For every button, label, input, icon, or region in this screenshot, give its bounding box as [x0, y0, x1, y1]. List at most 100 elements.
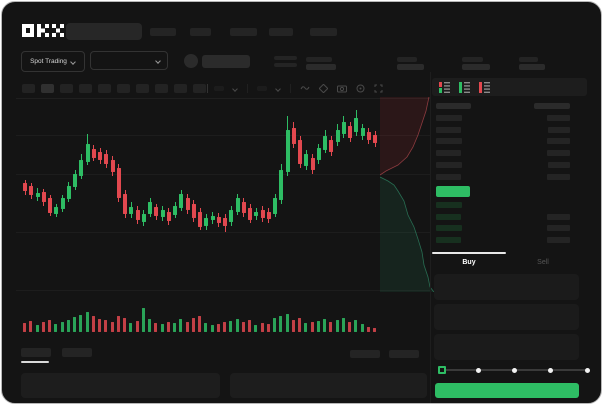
volume-bar	[323, 319, 326, 332]
slider-stop[interactable]	[475, 367, 481, 373]
ask-amount-placeholder[interactable]	[548, 126, 570, 133]
slider-stop[interactable]	[584, 367, 590, 373]
candle	[79, 160, 84, 176]
volume-bar	[166, 322, 170, 332]
ask-price-placeholder[interactable]	[436, 126, 461, 133]
ask-amount-placeholder[interactable]	[547, 173, 570, 180]
camera-icon[interactable]	[337, 84, 347, 93]
indicator-label-placeholder[interactable]	[214, 85, 224, 91]
volume-bar	[73, 317, 76, 332]
volume-bar	[160, 324, 164, 332]
trade-form-field[interactable]	[434, 274, 579, 300]
chart-footer-pill[interactable]	[350, 350, 380, 358]
candle	[166, 212, 171, 221]
nav-item-placeholder[interactable]	[269, 28, 293, 36]
candle	[354, 118, 359, 132]
okx-logo[interactable]	[22, 24, 64, 37]
magnet-icon[interactable]	[319, 83, 328, 93]
ask-price-placeholder[interactable]	[436, 138, 462, 145]
ask-price-placeholder[interactable]	[436, 173, 461, 180]
candle	[348, 126, 352, 138]
ask-price-placeholder[interactable]	[436, 161, 462, 168]
volume-bar	[148, 319, 151, 332]
trade-form-field[interactable]	[434, 304, 579, 330]
pair-selector[interactable]	[90, 51, 168, 70]
candle	[23, 183, 27, 191]
ask-price-placeholder[interactable]	[436, 115, 462, 121]
tab-sell[interactable]: Sell	[537, 259, 549, 266]
interval-button-placeholder[interactable]	[79, 84, 92, 93]
price-sub-placeholder	[274, 63, 297, 67]
ask-amount-placeholder[interactable]	[547, 150, 570, 157]
trade-form-field[interactable]	[434, 334, 579, 360]
bid-amount-placeholder[interactable]	[547, 236, 570, 243]
book-both-icon[interactable]	[439, 82, 450, 93]
chart-footer-pill[interactable]	[389, 350, 419, 358]
candle	[160, 210, 165, 217]
volume-bar	[223, 322, 226, 332]
volume-bar	[316, 321, 320, 332]
buy-submit-button[interactable]	[435, 383, 579, 398]
interval-button-placeholder[interactable]	[22, 84, 35, 93]
volume-bar	[216, 324, 220, 332]
bottom-tab-placeholder[interactable]	[21, 348, 51, 357]
interval-button-placeholder[interactable]	[155, 84, 168, 93]
volume-bar	[198, 316, 201, 332]
fullscreen-icon[interactable]	[374, 84, 383, 93]
market-type-selector[interactable]: Spot Trading	[21, 51, 85, 72]
ask-amount-placeholder[interactable]	[547, 138, 570, 145]
settings-icon[interactable]	[356, 84, 365, 93]
bid-price-placeholder[interactable]	[436, 225, 462, 231]
volume-bar	[366, 327, 370, 332]
candle	[85, 144, 90, 162]
interval-button-placeholder[interactable]	[117, 84, 130, 93]
candlestick-chart[interactable]	[2, 2, 430, 347]
interval-button-placeholder[interactable]	[41, 84, 54, 93]
bid-amount-placeholder[interactable]	[547, 213, 570, 220]
interval-button-placeholder[interactable]	[98, 84, 111, 93]
interval-button-placeholder[interactable]	[193, 84, 206, 93]
toolbar-bottom-border	[16, 98, 430, 99]
nav-item-placeholder[interactable]	[190, 28, 211, 36]
book-bids-icon[interactable]	[459, 82, 470, 93]
bid-price-placeholder[interactable]	[436, 213, 461, 220]
chart-gridline	[16, 135, 430, 136]
volume-bar	[291, 320, 295, 332]
volume-bar	[23, 323, 26, 332]
candle	[123, 194, 127, 214]
bid-price-placeholder[interactable]	[436, 202, 462, 208]
interval-button-placeholder[interactable]	[136, 84, 149, 93]
slider-stop[interactable]	[438, 366, 446, 374]
ask-price-placeholder[interactable]	[436, 150, 461, 157]
candle	[373, 135, 377, 143]
candle	[360, 128, 365, 136]
candle	[285, 130, 290, 172]
candle	[273, 198, 277, 214]
slider-stop[interactable]	[548, 367, 554, 373]
ask-amount-placeholder[interactable]	[548, 161, 570, 168]
buy-tab-active-indicator	[432, 252, 506, 254]
candle	[329, 140, 334, 152]
interval-button-placeholder[interactable]	[60, 84, 73, 93]
line-type-icon[interactable]	[300, 84, 310, 92]
compare-label-placeholder[interactable]	[257, 85, 267, 91]
nav-item-placeholder[interactable]	[230, 28, 257, 36]
ask-amount-placeholder[interactable]	[547, 115, 570, 121]
slider-stop[interactable]	[512, 367, 517, 373]
nav-item-placeholder[interactable]	[150, 28, 176, 36]
orderbook-header-strip	[432, 78, 587, 96]
bid-amount-placeholder[interactable]	[547, 225, 570, 231]
candle	[248, 208, 252, 220]
tab-buy[interactable]: Buy	[462, 259, 476, 266]
last-price-bar[interactable]	[436, 186, 470, 197]
nav-item-placeholder[interactable]	[310, 28, 337, 36]
candle	[216, 217, 221, 223]
interval-button-placeholder[interactable]	[174, 84, 187, 93]
volume-bar	[335, 320, 339, 332]
book-asks-icon[interactable]	[479, 82, 490, 93]
candle	[366, 132, 371, 140]
search-input[interactable]	[66, 23, 142, 40]
candle	[66, 186, 71, 199]
bid-price-placeholder[interactable]	[436, 236, 461, 243]
bottom-tab-placeholder[interactable]	[62, 348, 92, 357]
